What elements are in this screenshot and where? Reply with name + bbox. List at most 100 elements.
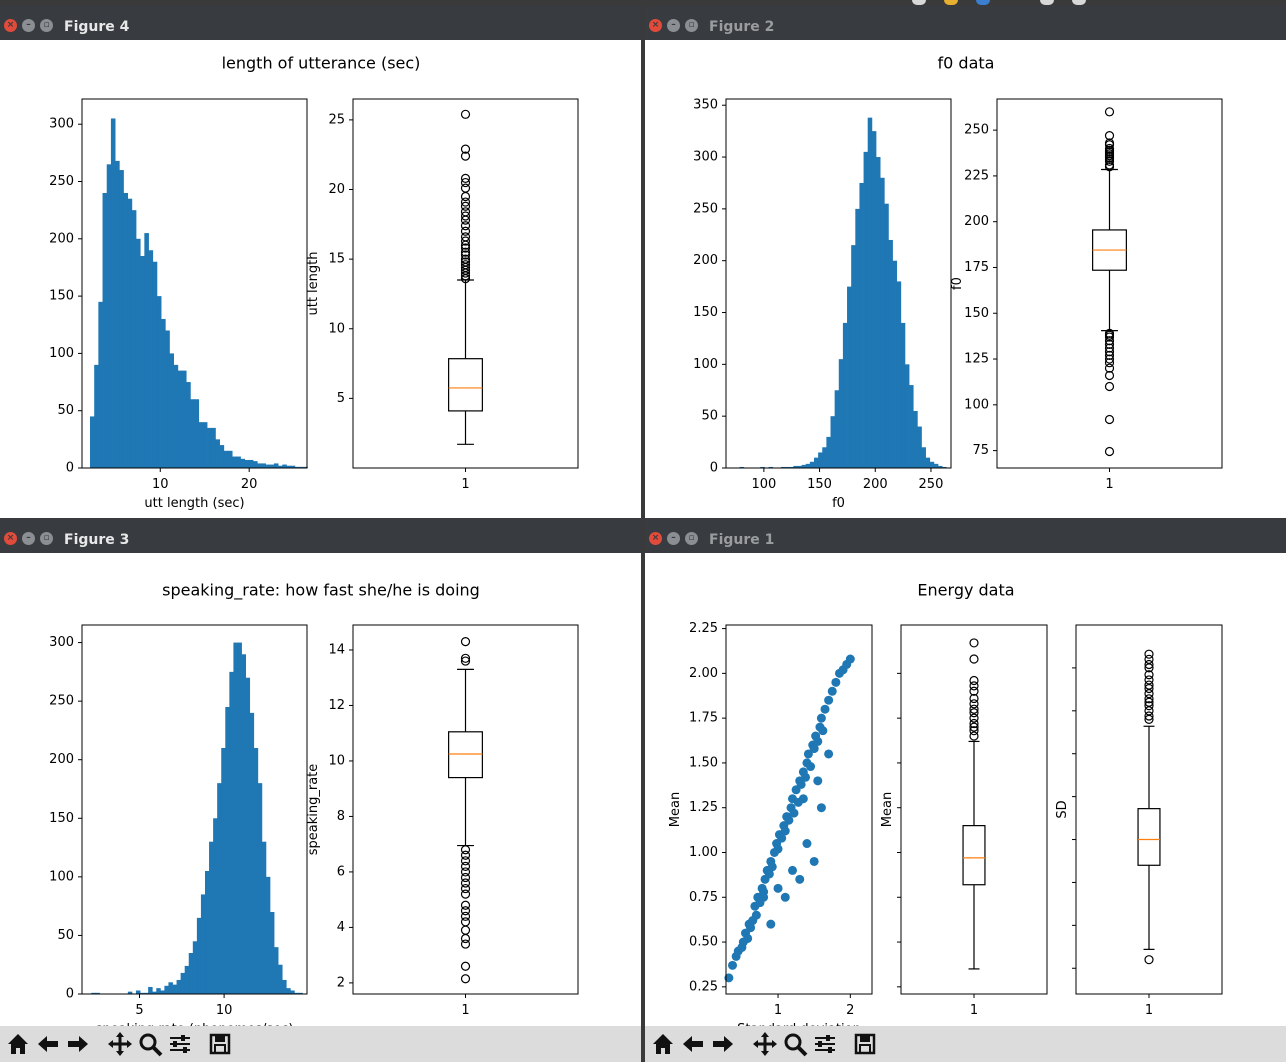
title-bar[interactable]: × – ▫ Figure 4 (0, 6, 641, 40)
forward-arrow-button[interactable] (709, 1030, 737, 1058)
histogram-bar (818, 452, 823, 468)
outlier-point (460, 878, 471, 888)
y-axis-label: Mean (668, 792, 683, 827)
histogram-bar (165, 330, 170, 468)
tray-network-icon[interactable] (976, 0, 990, 5)
minimize-button[interactable]: – (22, 532, 35, 545)
scatter-point (820, 704, 830, 714)
tray-chrome-icon[interactable] (944, 0, 958, 5)
y-tick-label: 4 (337, 920, 345, 935)
x-tick-label: 1 (461, 477, 469, 492)
figure-window: × – ▫ Figure 3 speaking_rate: how fast s… (0, 519, 641, 1062)
close-button[interactable]: × (649, 19, 662, 32)
maximize-button[interactable]: ▫ (685, 532, 698, 545)
navigation-toolbar (645, 1026, 1286, 1062)
maximize-button[interactable]: ▫ (40, 532, 53, 545)
minimize-button[interactable]: – (22, 19, 35, 32)
histogram-bar (274, 947, 279, 994)
histogram-bar (265, 464, 271, 468)
pan-button[interactable] (751, 1030, 779, 1058)
figure-canvas[interactable]: speaking_rate: how fast she/he is doing 0… (0, 553, 641, 1028)
outlier-point (460, 656, 471, 666)
figure-canvas[interactable]: length of utterance (sec)050100150200250… (0, 40, 641, 518)
figure-window: × – ▫ Figure 2 f0 data 0 50 100 150 200 250 300… (645, 6, 1286, 518)
forward-arrow-icon (713, 1036, 733, 1052)
outlier-point (460, 250, 471, 260)
scatter-point (824, 749, 834, 759)
scatter-subplot: 0.25 0.50 0.75 1.00 1.25 1.50 1.75 2.00 2.25 1 2 St… (668, 621, 873, 1028)
back-arrow-button[interactable] (34, 1030, 62, 1058)
scatter-point (724, 973, 734, 983)
histogram-bar (140, 992, 145, 994)
zoom-icon (784, 1033, 808, 1057)
maximize-button[interactable]: ▫ (40, 19, 53, 32)
y-tick-label: 125 (964, 352, 989, 367)
histogram-bar (237, 642, 242, 994)
figure-canvas[interactable]: f0 data 0 50 100 150 200 250 300 350 100 150 200 250… (645, 40, 1286, 518)
histogram-bar (186, 382, 191, 468)
title-bar[interactable]: × – ▫ Figure 1 (645, 519, 1286, 553)
pan-button[interactable] (106, 1030, 134, 1058)
close-button[interactable]: × (649, 532, 662, 545)
histogram-bar (207, 427, 212, 468)
histogram-bar (768, 466, 774, 468)
y-tick-label: 50 (701, 409, 718, 424)
y-tick-label: 0 (66, 987, 74, 1002)
outlier-point (460, 260, 471, 270)
outlier-point (460, 173, 471, 183)
histogram-bar (290, 465, 296, 468)
histogram-bar (822, 447, 827, 468)
histogram-bar (140, 255, 145, 468)
subplots-button[interactable] (166, 1030, 194, 1058)
tray-app-icon[interactable] (912, 0, 926, 5)
close-button[interactable]: × (4, 19, 17, 32)
x-tick-label: 1 (1145, 1003, 1153, 1018)
back-arrow-button[interactable] (679, 1030, 707, 1058)
scatter-point (801, 772, 811, 782)
title-bar[interactable]: × – ▫ Figure 3 (0, 519, 641, 553)
histogram-subplot: 0 50 100 150 200 250 300 10 20 utt length (sec) (49, 98, 308, 511)
zoom-button[interactable] (136, 1030, 164, 1058)
outlier-point (1104, 347, 1115, 357)
save-button[interactable] (206, 1030, 234, 1058)
histogram-subplot: 0 50 100 150 200 250 300 350 100 150 200 250 f0 (693, 98, 952, 511)
outlier-point (460, 961, 471, 971)
y-tick-label: 0.25 (689, 979, 718, 994)
histogram-bar (232, 456, 237, 468)
histogram-bar (303, 466, 308, 468)
outlier-point (460, 939, 471, 949)
save-button[interactable] (851, 1030, 879, 1058)
figure-canvas[interactable]: Energy data 0.25 0.50 0.75 1.00 1.25 1.50 1.75 2… (645, 553, 1286, 1028)
subplots-button[interactable] (811, 1030, 839, 1058)
title-bar[interactable]: × – ▫ Figure 2 (645, 6, 1286, 40)
home-button[interactable] (4, 1030, 32, 1058)
x-tick-label: 10 (152, 477, 169, 492)
outlier-point (969, 638, 979, 648)
histogram-bar (169, 353, 175, 468)
minimize-button[interactable]: – (667, 532, 680, 545)
subplots-icon (170, 1035, 190, 1053)
histogram-bar (838, 359, 844, 468)
scatter-point (845, 654, 855, 664)
zoom-button[interactable] (781, 1030, 809, 1058)
minimize-button[interactable]: – (667, 19, 680, 32)
scatter-point (809, 744, 819, 754)
y-tick-label: 300 (49, 635, 74, 650)
window-title: Figure 1 (709, 532, 775, 548)
outlier-point (1144, 649, 1154, 659)
histogram-bar (929, 461, 935, 468)
home-button[interactable] (649, 1030, 677, 1058)
forward-arrow-button[interactable] (64, 1030, 92, 1058)
outlier-point (460, 637, 471, 647)
histogram-bar (221, 748, 226, 994)
histogram-bar (229, 671, 234, 994)
close-button[interactable]: × (4, 532, 17, 545)
x-axis-label: f0 (832, 496, 845, 511)
figure-window: × – ▫ Figure 4 length of utterance (sec)… (0, 6, 641, 518)
maximize-button[interactable]: ▫ (685, 19, 698, 32)
tray-mail-icon[interactable] (1040, 0, 1054, 5)
scatter-point (827, 686, 837, 696)
x-axis-label: Standard deviation (737, 1022, 861, 1028)
y-tick-label: 0 (710, 461, 718, 476)
tray-keyboard-icon[interactable] (1072, 0, 1086, 5)
